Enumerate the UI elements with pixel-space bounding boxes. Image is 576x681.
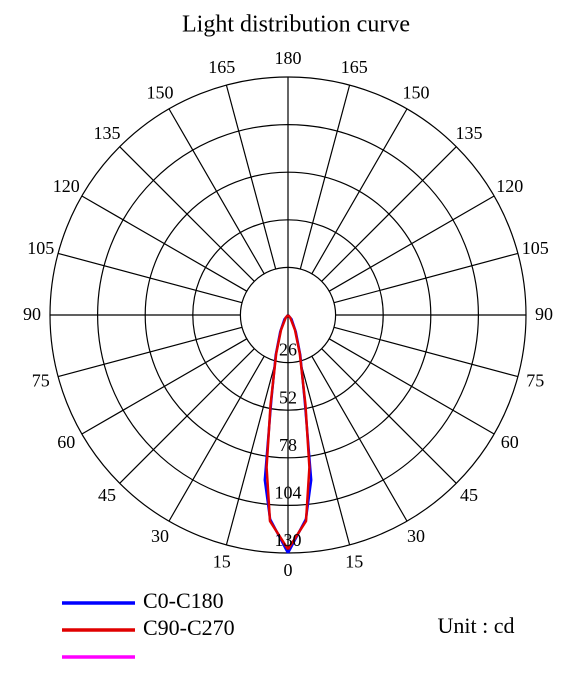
grid-spoke (333, 326, 519, 378)
grid-spoke (299, 84, 351, 270)
angle-label: 150 (147, 82, 174, 102)
angle-label: 60 (501, 432, 519, 452)
grid-spoke (321, 146, 457, 282)
grid-spoke (321, 348, 457, 484)
angle-label: 165 (341, 57, 368, 77)
angle-label: 15 (345, 551, 363, 571)
grid-spoke (57, 326, 243, 378)
grid-spoke (299, 360, 351, 546)
angle-label: 120 (53, 176, 80, 196)
r-tick-label: 26 (279, 340, 297, 360)
angle-label: 150 (403, 82, 430, 102)
grid-spoke (333, 252, 519, 304)
angle-label: 165 (208, 57, 235, 77)
angle-label: 180 (275, 48, 302, 68)
grid-spoke (328, 195, 495, 292)
grid-spoke (311, 355, 408, 522)
angle-label: 135 (456, 123, 483, 143)
curve (286, 314, 311, 551)
grid-spoke (328, 338, 495, 435)
unit-label: Unit : cd (438, 613, 515, 638)
grid-spoke (225, 84, 277, 270)
angle-label: 30 (407, 526, 425, 546)
angle-label: 60 (57, 432, 75, 452)
grid-spoke (57, 252, 243, 304)
angle-label: 120 (496, 176, 523, 196)
angle-label: 45 (460, 485, 478, 505)
angle-label: 90 (23, 304, 41, 324)
r-tick-label: 52 (279, 387, 297, 407)
angle-label: 105 (27, 238, 54, 258)
angle-label: 45 (98, 485, 116, 505)
r-tick-label: 130 (275, 530, 302, 550)
angle-label: 75 (32, 370, 50, 390)
grid-spoke (225, 360, 277, 546)
angle-label: 105 (522, 238, 549, 258)
angle-label: 30 (151, 526, 169, 546)
angle-label: 90 (535, 304, 553, 324)
grid-spoke (81, 338, 248, 435)
grid-spoke (311, 108, 408, 275)
curve (265, 314, 290, 551)
r-tick-label: 104 (275, 483, 302, 503)
chart-title: Light distribution curve (182, 12, 410, 38)
grid-spoke (81, 195, 248, 292)
angle-label: 75 (526, 370, 544, 390)
angle-label: 0 (284, 560, 293, 580)
angle-label: 135 (93, 123, 120, 143)
angle-label: 15 (213, 551, 231, 571)
grid-spoke (119, 146, 255, 282)
legend-label: C90-C270 (143, 615, 235, 640)
grid-spoke (168, 108, 265, 275)
r-tick-label: 78 (279, 435, 297, 455)
legend-label: C0-C180 (143, 588, 224, 613)
grid-spoke (119, 348, 255, 484)
grid-spoke (168, 355, 265, 522)
